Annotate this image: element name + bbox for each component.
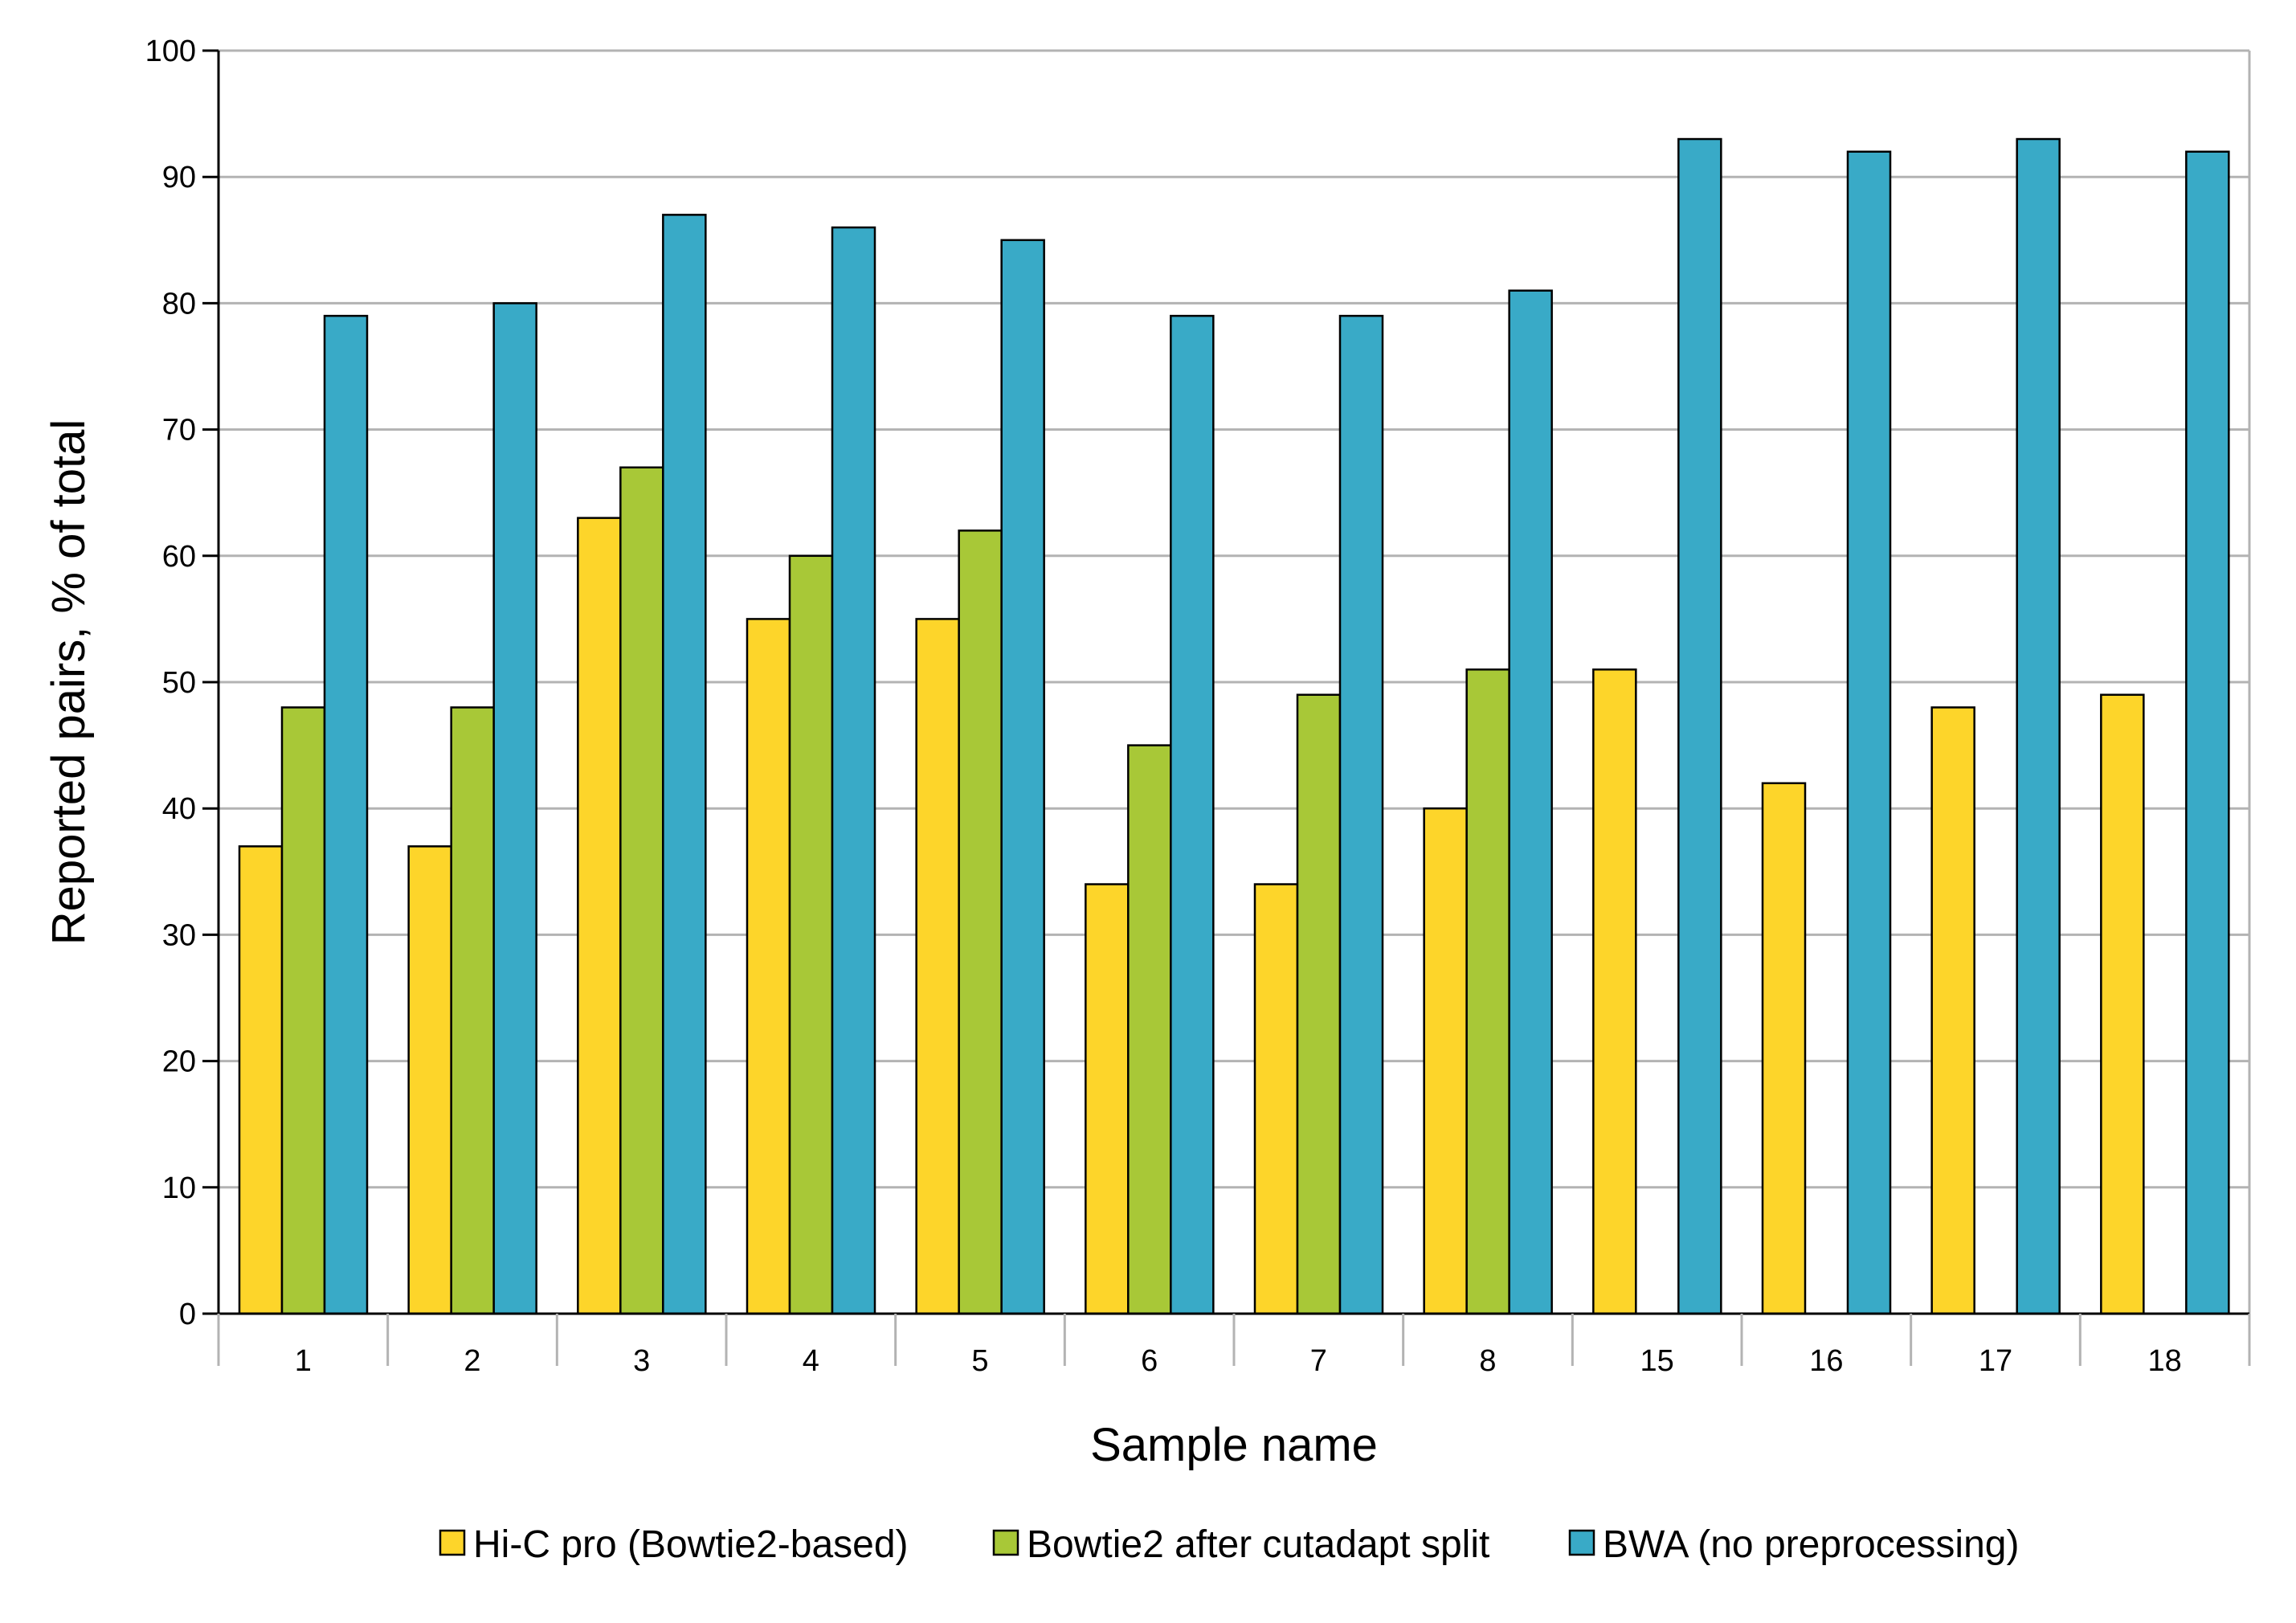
legend-swatch-3 <box>1568 1529 1595 1556</box>
bars <box>238 137 2230 1315</box>
bar-3-18 <box>2185 150 2230 1315</box>
legend-swatch-2 <box>992 1529 1019 1556</box>
x-tick-label: 15 <box>1640 1344 1674 1378</box>
x-tick-label: 16 <box>1809 1344 1843 1378</box>
axes <box>202 49 2251 1366</box>
y-tick-label: 90 <box>162 161 196 194</box>
y-tick-label: 70 <box>162 414 196 448</box>
legend-label-2: Bowtie2 after cutadapt split <box>1027 1523 1489 1566</box>
bar-3-8 <box>1508 289 1553 1315</box>
y-axis-title: Reported pairs, % of total <box>43 419 95 945</box>
bar-1-3 <box>577 517 622 1315</box>
bar-2-1 <box>280 706 326 1315</box>
bar-1-4 <box>746 618 791 1315</box>
gridlines <box>219 49 2251 1314</box>
x-tick-label: 3 <box>633 1344 650 1378</box>
y-tick-label: 50 <box>162 666 196 700</box>
bar-3-1 <box>323 314 369 1315</box>
bar-1-6 <box>1085 883 1130 1315</box>
bar-1-5 <box>915 618 960 1315</box>
bar-2-4 <box>788 554 834 1315</box>
y-tick-label: 10 <box>162 1171 196 1205</box>
x-tick-label: 6 <box>1141 1344 1158 1378</box>
tick-labels: 0 10 20 30 40 50 60 70 80 90 100 1 2 3 4 5 6 7 8 15 16 17 18 <box>145 35 2182 1378</box>
legend: Hi-C pro (Bowtie2-based) Bowtie2 after cu… <box>439 1523 2019 1566</box>
bar-3-17 <box>2016 137 2061 1315</box>
bar-2-3 <box>619 466 664 1315</box>
legend-label-1: Hi-C pro (Bowtie2-based) <box>473 1523 909 1566</box>
x-tick-label: 5 <box>971 1344 988 1378</box>
bar-1-16 <box>1761 782 1807 1315</box>
x-tick-label: 1 <box>295 1344 312 1378</box>
bar-3-15 <box>1677 137 1722 1315</box>
x-tick-label: 8 <box>1479 1344 1496 1378</box>
y-tick-label: 30 <box>162 918 196 952</box>
x-tick-label: 18 <box>2148 1344 2182 1378</box>
bar-2-2 <box>450 706 495 1315</box>
bar-3-6 <box>1170 314 1215 1315</box>
bar-2-8 <box>1465 668 1510 1315</box>
bar-1-1 <box>238 845 284 1315</box>
bar-3-2 <box>492 302 537 1315</box>
y-tick-label: 40 <box>162 792 196 826</box>
y-tick-label: 20 <box>162 1045 196 1079</box>
legend-swatch-1 <box>439 1529 466 1556</box>
y-tick-label: 60 <box>162 540 196 574</box>
y-tick-label: 0 <box>179 1298 196 1331</box>
y-tick-label: 80 <box>162 287 196 321</box>
y-tick-label: 100 <box>145 35 196 68</box>
bar-2-7 <box>1296 693 1342 1315</box>
bar-1-17 <box>1930 706 1975 1315</box>
bar-1-15 <box>1592 668 1637 1315</box>
bar-1-2 <box>407 845 452 1315</box>
bar-3-3 <box>662 214 707 1315</box>
bar-3-16 <box>1846 150 1892 1315</box>
bar-3-4 <box>831 226 876 1315</box>
bar-2-5 <box>958 529 1003 1315</box>
x-tick-label: 17 <box>1979 1344 2012 1378</box>
legend-label-3: BWA (no preprocessing) <box>1603 1523 2019 1566</box>
bar-1-18 <box>2100 693 2145 1315</box>
bar-3-7 <box>1338 314 1384 1315</box>
bar-2-6 <box>1127 744 1172 1315</box>
x-tick-label: 2 <box>464 1344 480 1378</box>
x-tick-label: 7 <box>1310 1344 1327 1378</box>
x-axis-title: Sample name <box>1090 1419 1378 1471</box>
x-tick-label: 4 <box>803 1344 819 1378</box>
bar-1-8 <box>1423 807 1468 1315</box>
bar-1-7 <box>1253 883 1299 1315</box>
bar-3-5 <box>1000 239 1045 1315</box>
